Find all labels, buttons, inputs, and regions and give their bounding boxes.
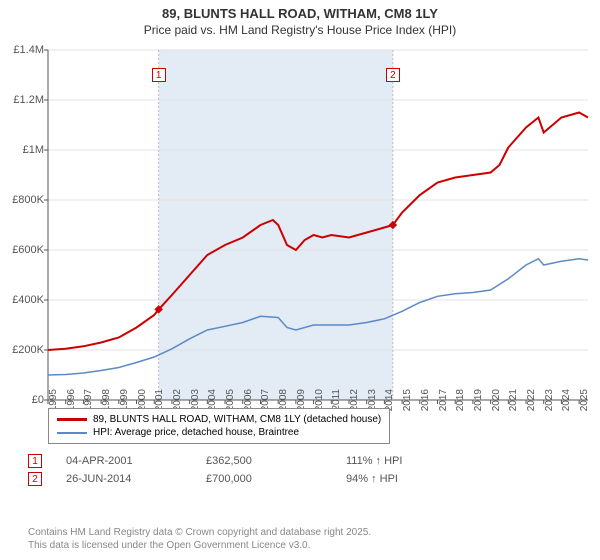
legend-item: 89, BLUNTS HALL ROAD, WITHAM, CM8 1LY (d…	[57, 413, 381, 426]
x-tick-label: 2022	[526, 389, 537, 419]
sale-date: 26-JUN-2014	[66, 473, 206, 485]
y-tick-label: £1.4M	[0, 44, 44, 56]
y-tick-label: £200K	[0, 344, 44, 356]
sale-marker: 2	[28, 472, 42, 486]
y-tick-label: £0	[0, 394, 44, 406]
legend-label: HPI: Average price, detached house, Brai…	[93, 427, 299, 438]
sales-table: 1 04-APR-2001£362,500111% ↑ HPI 2 26-JUN-20…	[28, 452, 466, 488]
footer-line2: This data is licensed under the Open Gov…	[28, 539, 371, 552]
chart-plot: £0£200K£400K£600K£800K£1M£1.2M£1.4M 1995…	[48, 50, 588, 400]
sale-marker: 1	[28, 454, 42, 468]
sale-price: £362,500	[206, 455, 346, 467]
event-flag: 1	[152, 68, 166, 82]
sale-row: 2 26-JUN-2014£700,00094% ↑ HPI	[28, 470, 466, 488]
y-tick-label: £600K	[0, 244, 44, 256]
footer-line1: Contains HM Land Registry data © Crown c…	[28, 526, 371, 539]
x-tick-label: 2021	[508, 389, 519, 419]
title-block: 89, BLUNTS HALL ROAD, WITHAM, CM8 1LY Pr…	[0, 0, 600, 41]
shaded-band	[159, 50, 393, 400]
y-tick-label: £400K	[0, 294, 44, 306]
footer-attribution: Contains HM Land Registry data © Crown c…	[28, 526, 371, 552]
sale-pct: 111% ↑ HPI	[346, 455, 466, 467]
sale-row: 1 04-APR-2001£362,500111% ↑ HPI	[28, 452, 466, 470]
title-sub: Price paid vs. HM Land Registry's House …	[0, 23, 600, 37]
x-tick-label: 2016	[420, 389, 431, 419]
legend: 89, BLUNTS HALL ROAD, WITHAM, CM8 1LY (d…	[48, 408, 390, 444]
x-tick-label: 2018	[455, 389, 466, 419]
legend-label: 89, BLUNTS HALL ROAD, WITHAM, CM8 1LY (d…	[93, 414, 381, 425]
event-flag: 2	[386, 68, 400, 82]
title-main: 89, BLUNTS HALL ROAD, WITHAM, CM8 1LY	[0, 6, 600, 21]
x-tick-label: 2024	[561, 389, 572, 419]
y-tick-label: £1.2M	[0, 94, 44, 106]
x-tick-label: 2017	[438, 389, 449, 419]
x-tick-label: 2020	[491, 389, 502, 419]
x-tick-label: 2015	[402, 389, 413, 419]
y-tick-label: £800K	[0, 194, 44, 206]
x-tick-label: 2019	[473, 389, 484, 419]
x-tick-label: 2023	[544, 389, 555, 419]
legend-swatch	[57, 418, 87, 421]
sale-pct: 94% ↑ HPI	[346, 473, 466, 485]
legend-item: HPI: Average price, detached house, Brai…	[57, 426, 381, 439]
sale-date: 04-APR-2001	[66, 455, 206, 467]
legend-swatch	[57, 432, 87, 434]
x-tick-label: 2025	[579, 389, 590, 419]
chart-container: 89, BLUNTS HALL ROAD, WITHAM, CM8 1LY Pr…	[0, 0, 600, 560]
sale-price: £700,000	[206, 473, 346, 485]
y-tick-label: £1M	[0, 144, 44, 156]
